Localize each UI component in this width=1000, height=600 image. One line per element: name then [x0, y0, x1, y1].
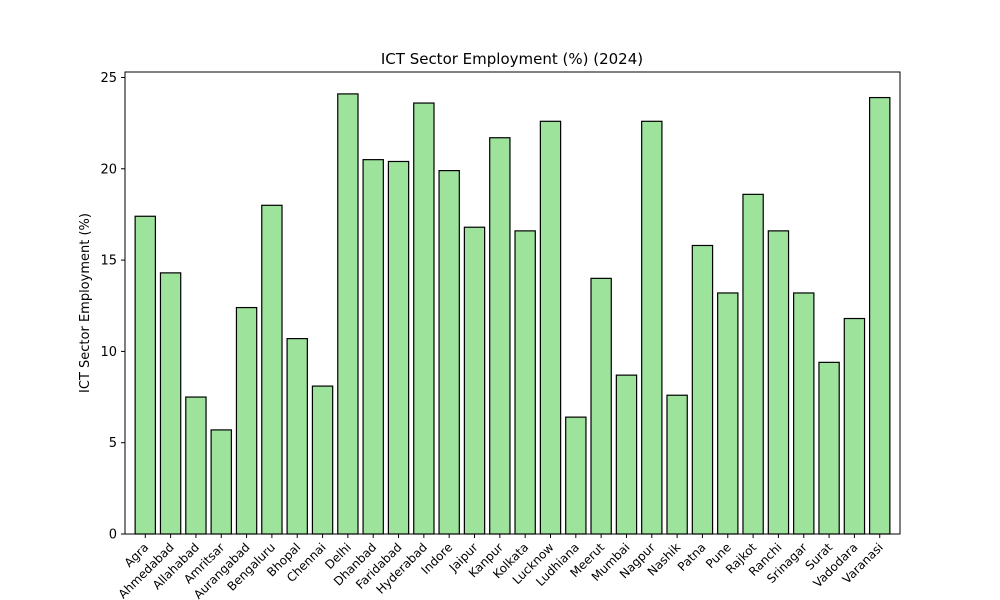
y-tick-label: 5 [109, 436, 117, 451]
y-tick-label: 0 [109, 528, 117, 543]
bar-ahmedabad [159, 272, 182, 535]
y-tick-label: 25 [100, 71, 117, 86]
bar-chennai [311, 385, 334, 535]
bar-surat [818, 361, 840, 535]
bar-nashik [666, 394, 688, 535]
bar-rajkot [742, 193, 764, 535]
bar-hyderabad [413, 102, 435, 535]
plot-frame [124, 71, 901, 535]
bar-delhi [337, 93, 359, 535]
bar-pune [717, 292, 739, 535]
y-axis-ticks: 0 5 10 15 20 25 [100, 71, 125, 543]
bar-amritsar [210, 429, 232, 535]
bar-patna [691, 244, 714, 535]
y-axis-label: ICT Sector Employment (%) [78, 213, 93, 393]
bar-allahabad [185, 396, 207, 535]
bar-ranchi [767, 230, 790, 535]
y-tick-label: 10 [100, 345, 117, 360]
bar-bengaluru [261, 204, 283, 535]
bar-vadodara [843, 317, 866, 535]
bar-indore [438, 170, 460, 535]
chart-title: ICT Sector Employment (%) (2024) [381, 50, 643, 68]
bar-srinagar [793, 292, 815, 535]
bar-group [134, 93, 891, 535]
bar-aurangabad [235, 306, 258, 535]
x-tick-label: Patna [675, 540, 709, 574]
bar-bhopal [286, 338, 308, 535]
x-axis-ticks: AgraAhmedabadAllahabadAmritsarAurangabad… [116, 534, 886, 600]
bar-faridabad [387, 160, 410, 535]
bar-nagpur [641, 120, 663, 535]
bar-kolkata [514, 230, 536, 535]
bar-mumbai [615, 374, 638, 535]
bar-varanasi [869, 96, 891, 535]
bar-lucknow [539, 120, 562, 535]
y-tick-label: 20 [100, 162, 117, 177]
bar-dhanbad [362, 159, 384, 535]
bar-agra [134, 215, 156, 535]
bar-kanpur [489, 137, 511, 535]
bar-ludhiana [565, 416, 587, 535]
bar-jaipur [463, 226, 486, 535]
bar-meerut [590, 277, 612, 535]
y-tick-label: 15 [100, 254, 117, 269]
